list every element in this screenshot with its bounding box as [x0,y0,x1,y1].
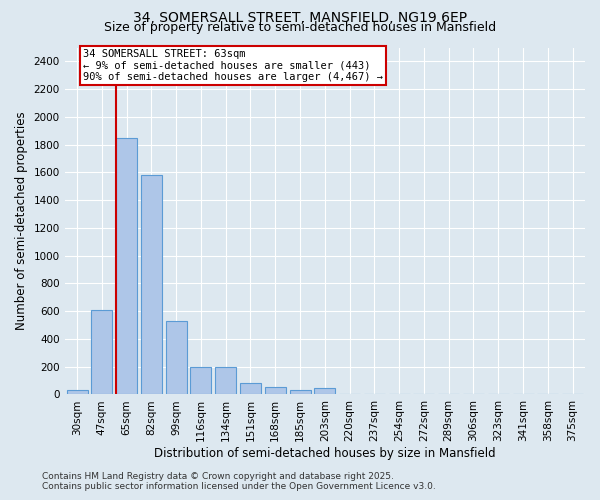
Bar [166,321,187,394]
Bar [290,390,311,394]
Text: 34 SOMERSALL STREET: 63sqm
← 9% of semi-detached houses are smaller (443)
90% of: 34 SOMERSALL STREET: 63sqm ← 9% of semi-… [83,49,383,82]
Bar [240,384,261,394]
Bar [190,368,211,394]
Bar [91,310,112,394]
Text: Size of property relative to semi-detached houses in Mansfield: Size of property relative to semi-detach… [104,22,496,35]
Y-axis label: Number of semi-detached properties: Number of semi-detached properties [15,112,28,330]
Bar [141,175,162,394]
Text: Contains HM Land Registry data © Crown copyright and database right 2025.
Contai: Contains HM Land Registry data © Crown c… [42,472,436,491]
Text: 34, SOMERSALL STREET, MANSFIELD, NG19 6EP: 34, SOMERSALL STREET, MANSFIELD, NG19 6E… [133,11,467,25]
X-axis label: Distribution of semi-detached houses by size in Mansfield: Distribution of semi-detached houses by … [154,447,496,460]
Bar [215,368,236,394]
Bar [116,138,137,394]
Bar [67,390,88,394]
Bar [314,388,335,394]
Bar [265,387,286,394]
